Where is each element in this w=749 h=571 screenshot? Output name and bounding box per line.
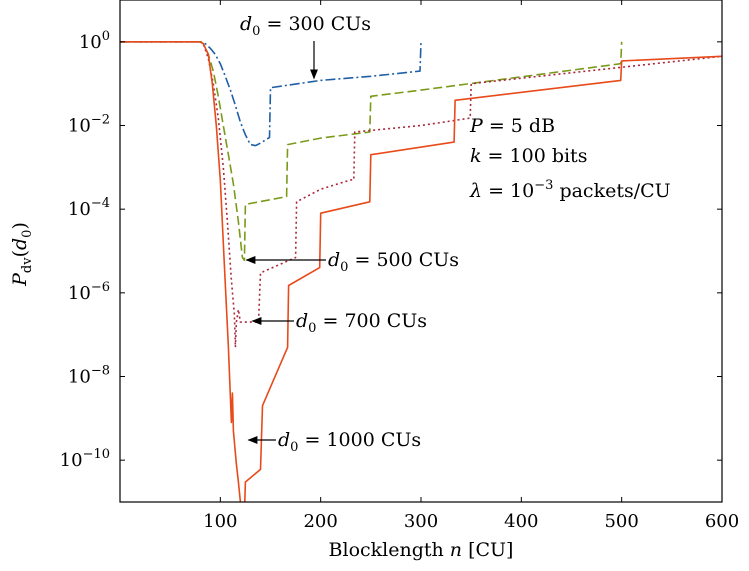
x-tick-label: 500 bbox=[604, 511, 638, 532]
y-tick-label: 10−4 bbox=[68, 196, 110, 220]
callout-label: d0 = 700 CUs bbox=[296, 310, 427, 336]
x-tick-label: 100 bbox=[203, 511, 237, 532]
x-tick-label: 200 bbox=[303, 511, 337, 532]
param-power: P = 5 dB bbox=[469, 115, 555, 137]
x-tick-label: 600 bbox=[705, 511, 739, 532]
y-tick-label: 10−6 bbox=[68, 280, 110, 304]
y-tick-label: 10−10 bbox=[60, 447, 110, 471]
param-k: k = 100 bits bbox=[470, 145, 587, 167]
series-line-4 bbox=[120, 41, 722, 502]
x-axis: 100 200 300 400 500 600 bbox=[203, 0, 739, 532]
series-line-1 bbox=[120, 41, 422, 147]
y-axis-title: Pdv(d0) bbox=[9, 222, 35, 287]
callouts: d0 = 300 CUs d0 = 500 CUs d0 = 700 CUs d0 =… bbox=[240, 13, 459, 455]
series-layer bbox=[120, 41, 722, 502]
y-tick-label: 10−2 bbox=[68, 113, 110, 137]
series-line-2 bbox=[120, 41, 623, 262]
x-tick-label: 400 bbox=[504, 511, 538, 532]
param-lambda: λ = 10−3 packets/CU bbox=[469, 178, 671, 202]
x-axis-title: Blocklength n [CU] bbox=[329, 539, 514, 561]
x-tick-label: 300 bbox=[404, 511, 438, 532]
y-tick-label: 10−8 bbox=[68, 364, 110, 388]
callout-label: d0 = 300 CUs bbox=[240, 13, 371, 39]
callout-label: d0 = 500 CUs bbox=[328, 249, 459, 275]
callout-label: d0 = 1000 CUs bbox=[278, 429, 421, 455]
y-tick-label: 100 bbox=[79, 29, 110, 53]
y-axis: 100 10−2 10−4 10−6 10−8 10−10 bbox=[60, 29, 722, 471]
parameter-box: P = 5 dB k = 100 bits λ = 10−3 packets/C… bbox=[469, 115, 671, 202]
